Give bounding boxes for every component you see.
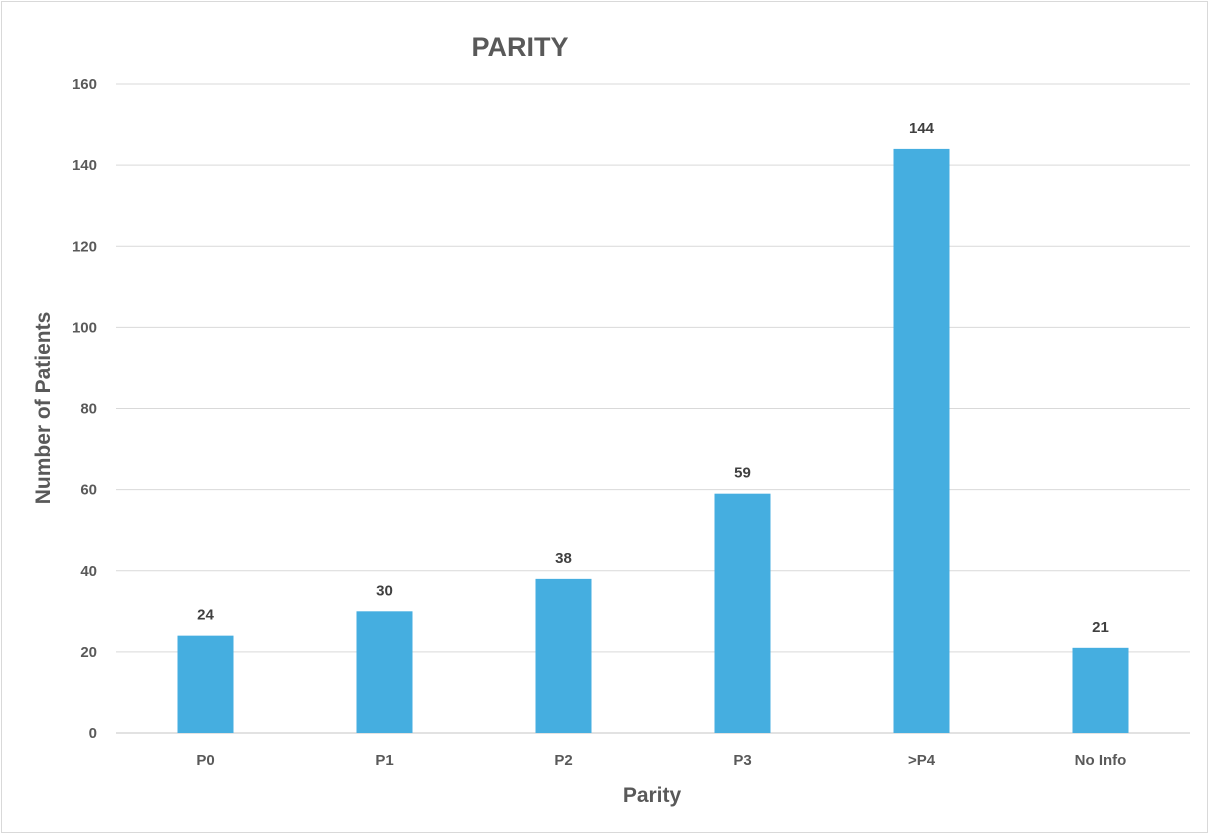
x-axis-ticks: P0 P1 P2 P3 >P4 No Info (196, 752, 1126, 769)
y-tick-label: 120 (72, 238, 97, 255)
y-axis-ticks: 0 20 40 60 80 100 120 140 160 (72, 76, 97, 742)
y-tick-label: 160 (72, 76, 97, 93)
x-tick-label: No Info (1075, 752, 1127, 769)
bars (177, 148, 1129, 733)
data-label: 59 (734, 465, 751, 482)
x-tick-label: P0 (196, 752, 214, 769)
data-label: 38 (555, 550, 572, 567)
y-axis-title: Number of Patients (32, 312, 55, 505)
y-tick-label: 0 (89, 725, 97, 742)
y-tick-label: 40 (80, 563, 97, 580)
data-label: 21 (1092, 619, 1109, 636)
y-tick-label: 80 (80, 401, 97, 418)
x-tick-label: P1 (375, 752, 393, 769)
x-tick-label: P2 (554, 752, 572, 769)
bar (1072, 647, 1129, 733)
y-tick-label: 60 (80, 482, 97, 499)
x-axis-title: Parity (623, 784, 682, 807)
bar (356, 611, 413, 733)
bar (893, 148, 950, 733)
bar (535, 578, 592, 733)
y-tick-label: 100 (72, 319, 97, 336)
chart-title: PARITY (471, 32, 568, 62)
x-tick-label: P3 (733, 752, 751, 769)
data-label: 30 (376, 582, 393, 599)
x-tick-label: >P4 (908, 752, 936, 769)
gridlines (116, 83, 1190, 734)
y-tick-label: 20 (80, 644, 97, 661)
data-label: 24 (197, 607, 214, 624)
bar (714, 493, 771, 733)
data-labels: 24 30 38 59 144 21 (197, 120, 1109, 636)
bar (177, 635, 234, 733)
y-tick-label: 140 (72, 157, 97, 174)
data-label: 144 (909, 120, 935, 137)
